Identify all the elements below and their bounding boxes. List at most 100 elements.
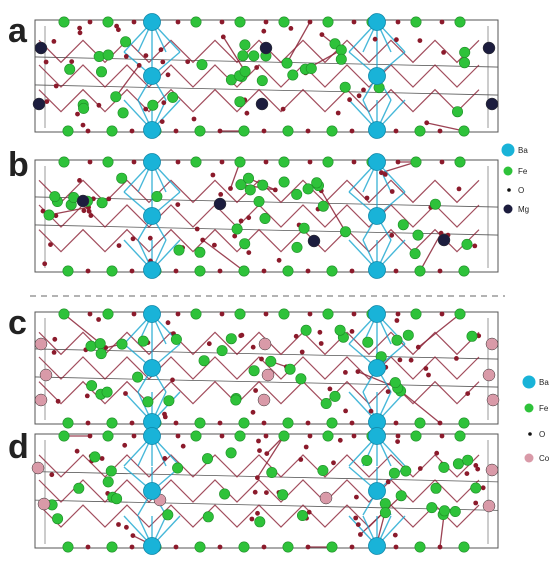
- bond-chain: [38, 228, 480, 253]
- oxygen-atom: [473, 500, 479, 506]
- oxygen-atom: [385, 479, 391, 485]
- oxygen-atom: [437, 268, 443, 274]
- oxygen-atom: [219, 19, 225, 25]
- oxygen-atom: [84, 393, 90, 399]
- oxygen-atom: [394, 37, 399, 43]
- legend-ba-label: Ba: [539, 378, 549, 387]
- iron-atom: [391, 334, 403, 346]
- iron-atom: [329, 390, 341, 402]
- iron-atom: [120, 36, 132, 48]
- oxygen-atom: [129, 544, 135, 550]
- iron-atom: [194, 125, 206, 137]
- oxygen-atom: [131, 433, 137, 439]
- iron-atom: [106, 417, 118, 429]
- iron-atom: [238, 265, 250, 277]
- iron-atom: [322, 16, 334, 28]
- oxygen-atom: [475, 466, 481, 472]
- iron-atom: [379, 507, 391, 519]
- oxygen-atom: [219, 433, 225, 439]
- oxygen-atom: [85, 268, 91, 274]
- iron-atom: [339, 81, 351, 93]
- legend-fe-icon: [503, 166, 513, 176]
- bond-line: [286, 21, 311, 64]
- cobalt-atom: [482, 499, 496, 513]
- oxygen-atom: [439, 19, 445, 25]
- oxygen-atom: [246, 215, 252, 221]
- magnesium-atom: [437, 233, 451, 247]
- oxygen-atom: [81, 208, 87, 214]
- iron-atom: [278, 308, 290, 320]
- iron-atom: [239, 65, 251, 77]
- legend-o-label: O: [539, 430, 545, 439]
- oxygen-atom: [337, 437, 343, 443]
- iron-atom: [302, 183, 314, 195]
- iron-atom: [162, 509, 174, 521]
- iron-atom: [458, 417, 470, 429]
- oxygen-atom: [191, 116, 197, 122]
- cobalt-atom: [257, 393, 271, 407]
- oxygen-atom: [255, 475, 260, 481]
- oxygen-atom: [437, 544, 443, 550]
- oxygen-atom: [87, 159, 93, 165]
- iron-atom: [194, 417, 206, 429]
- legend-fe-label: Fe: [518, 167, 528, 176]
- barium-atom: [143, 537, 161, 555]
- oxygen-atom: [159, 119, 165, 124]
- iron-atom: [412, 229, 424, 241]
- oxygen-atom: [175, 433, 181, 439]
- cobalt-atom: [319, 491, 333, 505]
- oxygen-atom: [131, 19, 137, 25]
- iron-atom: [248, 365, 260, 377]
- oxygen-atom: [305, 420, 311, 426]
- iron-atom: [190, 308, 202, 320]
- iron-atom: [256, 75, 268, 87]
- oxygen-atom: [473, 463, 479, 468]
- iron-atom: [106, 125, 118, 137]
- iron-atom: [234, 96, 246, 108]
- oxygen-atom: [263, 159, 269, 165]
- iron-atom: [248, 50, 260, 62]
- oxygen-atom: [123, 54, 129, 59]
- legend-ba-icon: [522, 375, 536, 389]
- oxygen-atom: [143, 106, 149, 112]
- oxygen-atom: [96, 317, 101, 322]
- iron-atom: [147, 99, 159, 111]
- legend-o-icon: [528, 432, 532, 436]
- legend-co-icon: [524, 453, 534, 463]
- iron-atom: [62, 125, 74, 137]
- iron-atom: [49, 191, 61, 203]
- oxygen-atom: [382, 172, 388, 177]
- oxygen-atom: [122, 442, 128, 448]
- oxygen-atom: [472, 243, 478, 249]
- oxygen-atom: [305, 128, 311, 134]
- cobalt-atom: [34, 337, 48, 351]
- oxygen-atom: [175, 159, 181, 165]
- iron-atom: [58, 308, 70, 320]
- iron-atom: [239, 39, 251, 51]
- oxygen-atom: [264, 451, 270, 456]
- oxygen-atom: [124, 524, 129, 530]
- iron-atom: [243, 172, 255, 184]
- legend-top: Ba Fe O Mg: [501, 143, 529, 214]
- iron-atom: [400, 465, 412, 477]
- iron-atom: [116, 172, 128, 184]
- oxygen-atom: [116, 243, 122, 249]
- oxygen-atom: [53, 83, 59, 89]
- iron-atom: [334, 324, 346, 336]
- unit-cell-edge: [34, 84, 499, 96]
- oxygen-atom: [77, 178, 82, 183]
- oxygen-atom: [393, 544, 399, 550]
- oxygen-atom: [426, 372, 431, 378]
- iron-atom: [235, 179, 247, 191]
- bond-line: [320, 190, 347, 233]
- iron-atom: [317, 464, 329, 476]
- iron-atom: [94, 338, 106, 350]
- oxygen-atom: [130, 533, 136, 538]
- iron-atom: [362, 336, 374, 348]
- oxygen-atom: [261, 128, 267, 134]
- oxygen-atom: [261, 28, 267, 34]
- oxygen-atom: [158, 47, 164, 53]
- magnesium-atom: [259, 41, 273, 55]
- oxygen-atom: [280, 106, 286, 112]
- barium-atom: [368, 153, 386, 171]
